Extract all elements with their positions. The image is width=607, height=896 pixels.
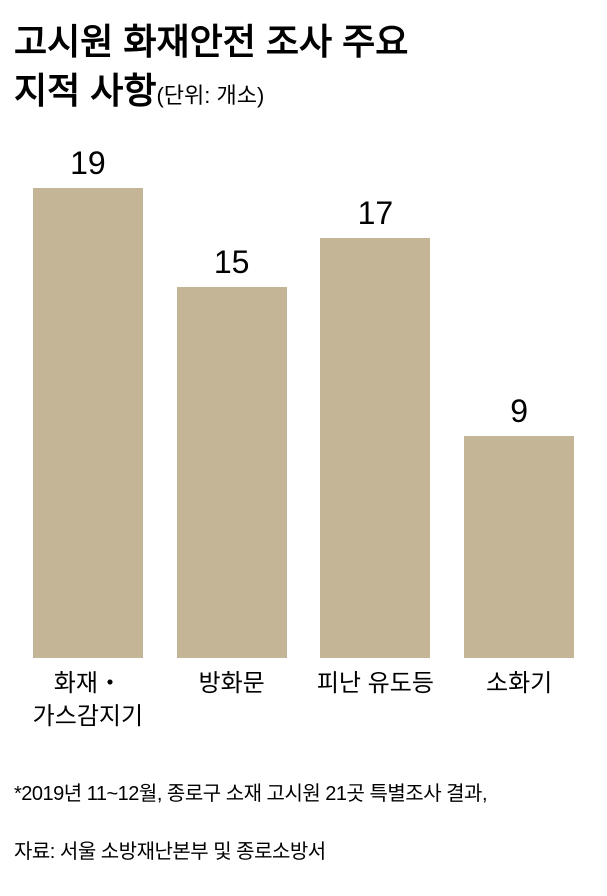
x-label-1: 방화문 (160, 668, 304, 733)
x-label-3: 소화기 (447, 668, 591, 733)
bar-group-1: 15 (160, 244, 304, 658)
footnote-line-1: *2019년 11~12월, 종로구 소재 고시원 21곳 특별조사 결과, (14, 780, 593, 809)
title-unit: (단위: 개소) (156, 83, 264, 108)
footnote-line-2: 자료: 서울 소방재난본부 및 종로소방서 (14, 838, 593, 867)
bar-inner-3 (464, 436, 574, 659)
bar-value-0: 19 (70, 145, 106, 182)
bar-group-2: 17 (304, 195, 448, 659)
bar-value-3: 9 (510, 393, 528, 430)
bar-value-1: 15 (214, 244, 250, 281)
bar-2 (304, 238, 448, 659)
title-line-2: 지적 사항(단위: 개소) (14, 67, 593, 116)
bar-inner-1 (177, 287, 287, 658)
x-label-2: 피난 유도등 (304, 668, 448, 733)
footnote: *2019년 11~12월, 종로구 소재 고시원 21곳 특별조사 결과, 자… (14, 751, 593, 896)
bar-value-2: 17 (358, 195, 394, 232)
bar-inner-2 (320, 238, 430, 659)
title-line-1: 고시원 화재안전 조사 주요 (14, 18, 593, 67)
bar-inner-0 (33, 188, 143, 658)
bar-1 (160, 287, 304, 658)
bar-0 (16, 188, 160, 658)
bar-3 (447, 436, 591, 659)
bar-chart: 19 15 17 9 (14, 145, 593, 658)
title-main-2: 지적 사항 (14, 70, 156, 111)
bar-group-0: 19 (16, 145, 160, 658)
chart-title-block: 고시원 화재안전 조사 주요 지적 사항(단위: 개소) (14, 18, 593, 115)
x-label-0: 화재・ 가스감지기 (16, 668, 160, 733)
bar-group-3: 9 (447, 393, 591, 659)
x-axis-labels: 화재・ 가스감지기 방화문 피난 유도등 소화기 (14, 658, 593, 733)
